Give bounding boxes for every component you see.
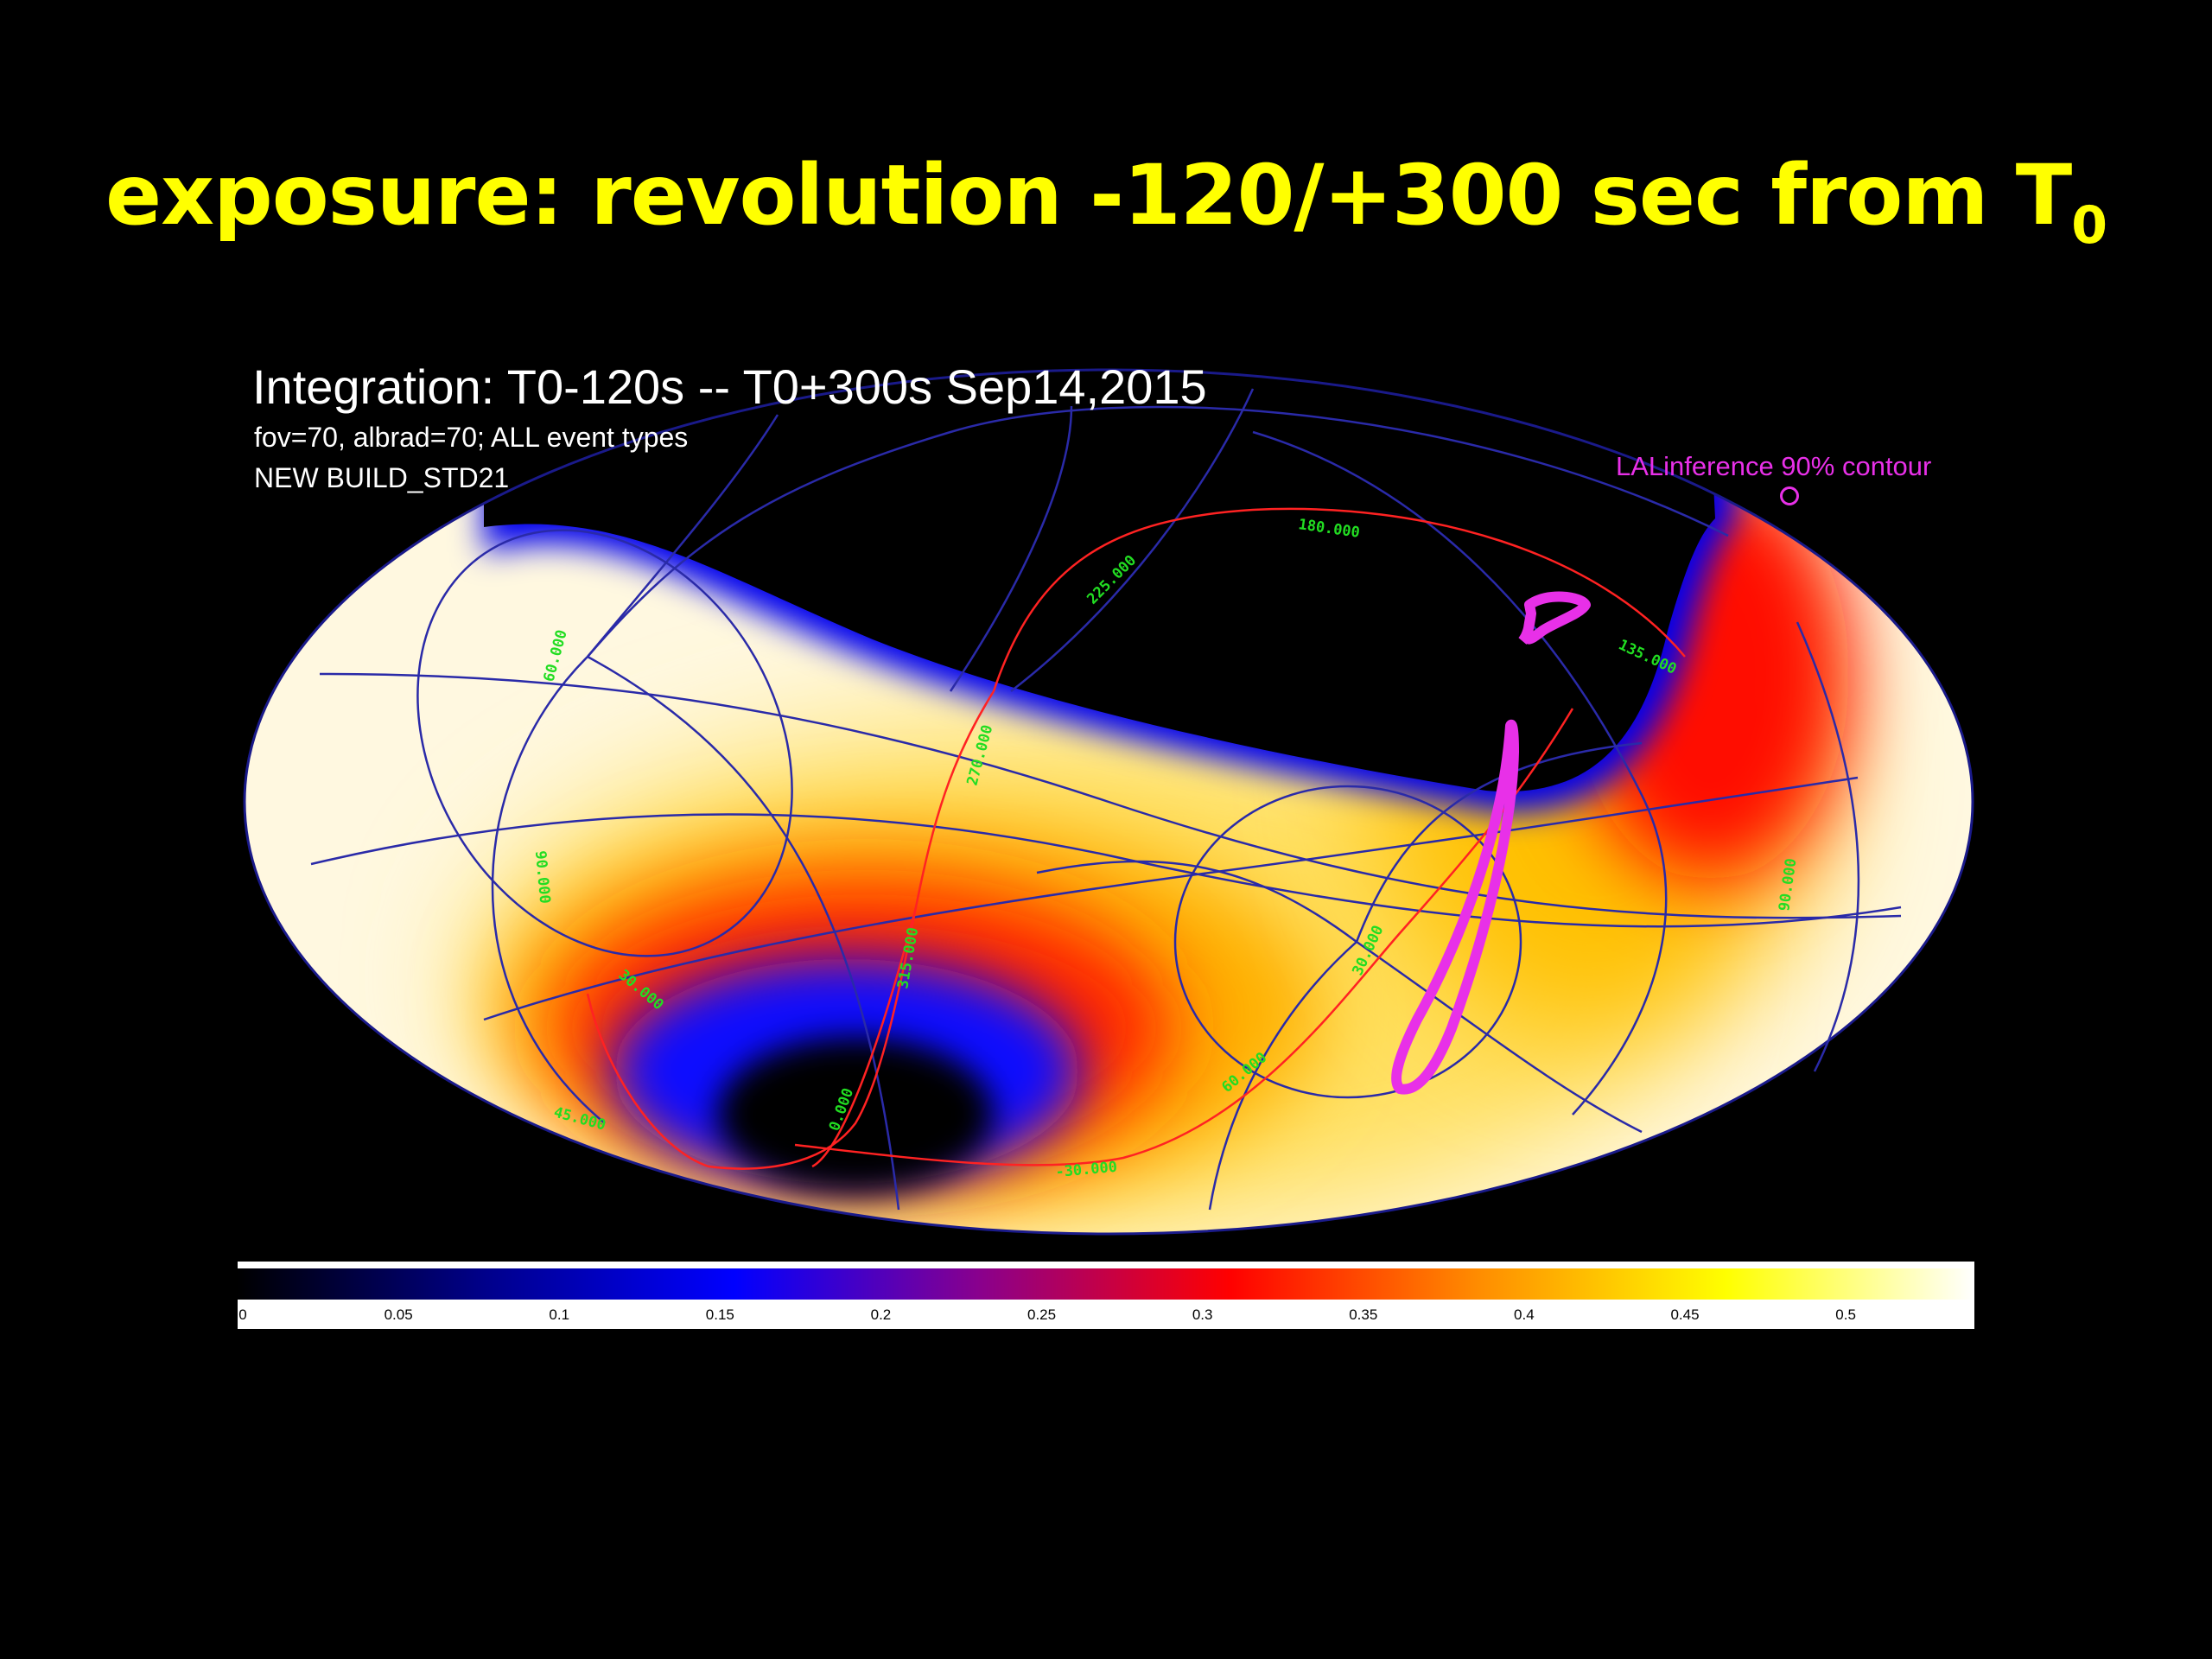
reference-curve: [586, 507, 1686, 1170]
plot-subtitle-settings: fov=70, albrad=70; ALL event types: [254, 422, 689, 453]
plot-title: Integration: T0-120s -- T0+300s Sep14,20…: [252, 359, 1207, 414]
colorbar-tick-label: 0.45: [1670, 1306, 1700, 1323]
legend-label: LALinference 90% contour: [1616, 451, 1932, 481]
colorbar-tick-label: 0.5: [1835, 1306, 1856, 1323]
colorbar-tick-label: 0.4: [1514, 1306, 1535, 1323]
colorbar-tick-label: 0.15: [705, 1306, 734, 1323]
colorbar-tick-label: 0.3: [1192, 1306, 1213, 1323]
slide-title: exposure: revolution -120/+300 sec from …: [0, 147, 2212, 256]
colorbar-tick-label: 0.35: [1349, 1306, 1378, 1323]
colorbar-tick-label: 0.1: [549, 1306, 570, 1323]
colorbar: 0 0.05 0.1 0.15 0.2 0.25 0.3 0.35 0.4 0.45 0.5: [238, 1262, 1974, 1329]
colorbar-tick-label: 0.2: [870, 1306, 892, 1323]
colorbar-tick-label: 0: [238, 1306, 247, 1323]
colorbar-gradient: [238, 1268, 1974, 1300]
legend-marker-icon: [1780, 486, 1799, 505]
slide-title-subscript: 0: [2071, 195, 2107, 256]
coordinate-grid: [310, 388, 1902, 1211]
exposure-heatmap: [245, 370, 1973, 1234]
colorbar-tick-label: 0.05: [384, 1306, 413, 1323]
colorbar-tick-label: 0.25: [1027, 1306, 1057, 1323]
slide-title-main: exposure: revolution -120/+300 sec from …: [105, 147, 2072, 244]
plot-subtitle-build: NEW BUILD_STD21: [254, 462, 510, 493]
lalinference-contour: [1391, 591, 1591, 1095]
